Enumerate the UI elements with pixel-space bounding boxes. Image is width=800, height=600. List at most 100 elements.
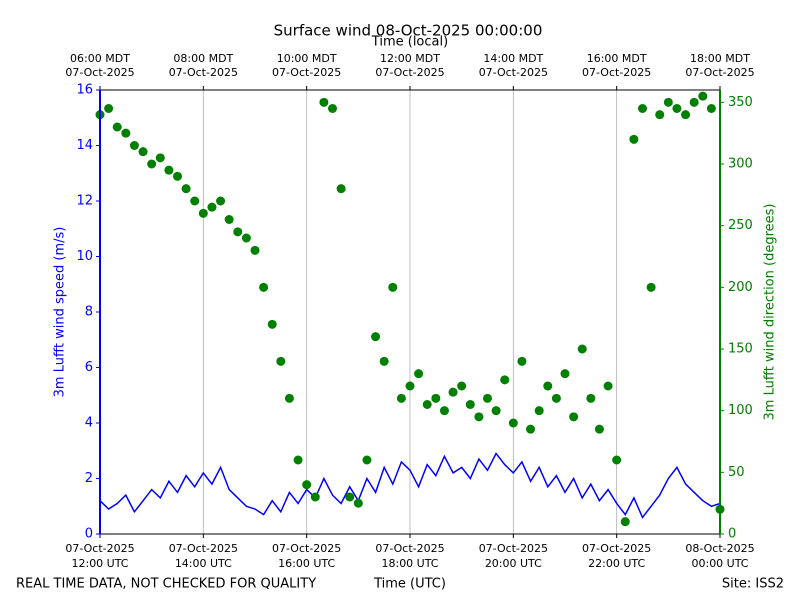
y2-tick-label: 350: [728, 95, 753, 110]
direction-point: [379, 356, 389, 366]
y2-tick-label: 200: [728, 280, 753, 295]
y-tick-label: 2: [85, 471, 93, 486]
direction-point: [293, 455, 303, 465]
direction-point: [198, 208, 208, 218]
direction-point: [414, 369, 424, 379]
direction-point: [155, 153, 165, 163]
direction-point: [681, 110, 691, 120]
direction-point: [181, 184, 191, 194]
direction-point: [104, 104, 114, 113]
top-tick-label: 18:00 MDT: [690, 52, 750, 65]
direction-point: [603, 381, 613, 391]
top-axis-label: Time (local): [371, 35, 448, 50]
x-tick-label: 07-Oct-2025: [375, 542, 444, 555]
speed-line: [99, 452, 721, 519]
x-tick-label: 20:00 UTC: [485, 557, 542, 570]
direction-point: [560, 369, 570, 379]
direction-point: [543, 381, 553, 391]
direction-point: [491, 406, 501, 416]
direction-point: [216, 196, 226, 206]
direction-point: [328, 104, 337, 113]
y-tick-label: 10: [76, 249, 93, 264]
x-tick-label: 07-Oct-2025: [582, 542, 651, 555]
chart-title: Surface wind 08-Oct-2025 00:00:00: [274, 22, 543, 40]
footer-note: REAL TIME DATA, NOT CHECKED FOR QUALITY: [16, 577, 316, 592]
direction-point: [362, 455, 372, 465]
direction-point: [431, 393, 441, 403]
direction-point: [164, 165, 174, 175]
x-tick-label: 07-Oct-2025: [479, 542, 548, 555]
top-tick-label: 07-Oct-2025: [272, 66, 341, 79]
top-tick-label: 07-Oct-2025: [582, 66, 651, 79]
direction-point: [638, 104, 647, 113]
top-tick-label: 06:00 MDT: [70, 52, 130, 65]
direction-point: [121, 128, 131, 138]
direction-point: [612, 455, 622, 465]
y2-axis-label: 3m Lufft wind direction (degrees): [763, 204, 778, 421]
y-tick-label: 12: [76, 194, 93, 209]
direction-point: [267, 319, 277, 329]
top-tick-label: 07-Oct-2025: [479, 66, 548, 79]
x-tick-label: 07-Oct-2025: [65, 542, 134, 555]
direction-point: [483, 393, 492, 403]
direction-point: [508, 418, 518, 428]
direction-point: [689, 97, 699, 107]
direction-point: [241, 233, 251, 243]
direction-point: [620, 517, 630, 527]
top-tick-label: 07-Oct-2025: [169, 66, 238, 79]
direction-point: [474, 412, 484, 422]
direction-point: [577, 344, 587, 354]
y-tick-label: 8: [85, 305, 93, 320]
footer-site: Site: ISS2: [722, 577, 784, 592]
x-tick-label: 08-Oct-2025: [685, 542, 754, 555]
direction-point: [371, 332, 381, 342]
y-tick-label: 6: [85, 360, 93, 375]
direction-point: [396, 393, 406, 403]
x-tick-label: 07-Oct-2025: [272, 542, 341, 555]
direction-point: [129, 141, 139, 150]
top-tick-label: 10:00 MDT: [277, 52, 337, 65]
direction-point: [457, 381, 467, 391]
direction-point: [569, 412, 579, 422]
direction-point: [345, 492, 355, 502]
x-tick-label: 18:00 UTC: [381, 557, 438, 570]
direction-point: [646, 282, 656, 292]
direction-point: [465, 400, 475, 409]
top-tick-label: 08:00 MDT: [173, 52, 233, 65]
direction-point: [706, 104, 716, 113]
direction-point: [284, 393, 294, 403]
direction-point: [439, 406, 449, 416]
top-tick-label: 07-Oct-2025: [375, 66, 444, 79]
direction-point: [173, 171, 182, 181]
y2-tick-label: 50: [728, 465, 745, 480]
direction-point: [405, 381, 415, 391]
direction-point: [672, 104, 682, 113]
direction-point: [302, 480, 312, 490]
direction-point: [594, 424, 604, 434]
y-tick-label: 4: [85, 416, 93, 431]
direction-point: [190, 196, 200, 206]
direction-point: [388, 282, 398, 292]
direction-point: [224, 215, 234, 224]
y2-tick-label: 250: [728, 218, 753, 233]
y-axis-label: 3m Lufft wind speed (m/s): [53, 227, 68, 398]
x-tick-label: 22:00 UTC: [588, 557, 645, 570]
direction-point: [276, 356, 286, 366]
direction-point: [112, 122, 122, 132]
direction-point: [500, 375, 510, 385]
y2-tick-label: 150: [728, 342, 753, 357]
direction-point: [698, 91, 708, 101]
direction-point: [147, 159, 157, 169]
x-axis-label: Time (UTC): [373, 577, 446, 592]
top-tick-label: 14:00 MDT: [483, 52, 543, 65]
y2-tick-label: 100: [728, 403, 753, 418]
y-tick-label: 0: [85, 527, 93, 542]
direction-point: [663, 97, 673, 107]
direction-point: [448, 387, 458, 397]
direction-point: [551, 393, 561, 403]
x-tick-label: 12:00 UTC: [71, 557, 128, 570]
x-tick-label: 07-Oct-2025: [169, 542, 238, 555]
direction-point: [422, 400, 432, 409]
top-tick-label: 12:00 MDT: [380, 52, 440, 65]
